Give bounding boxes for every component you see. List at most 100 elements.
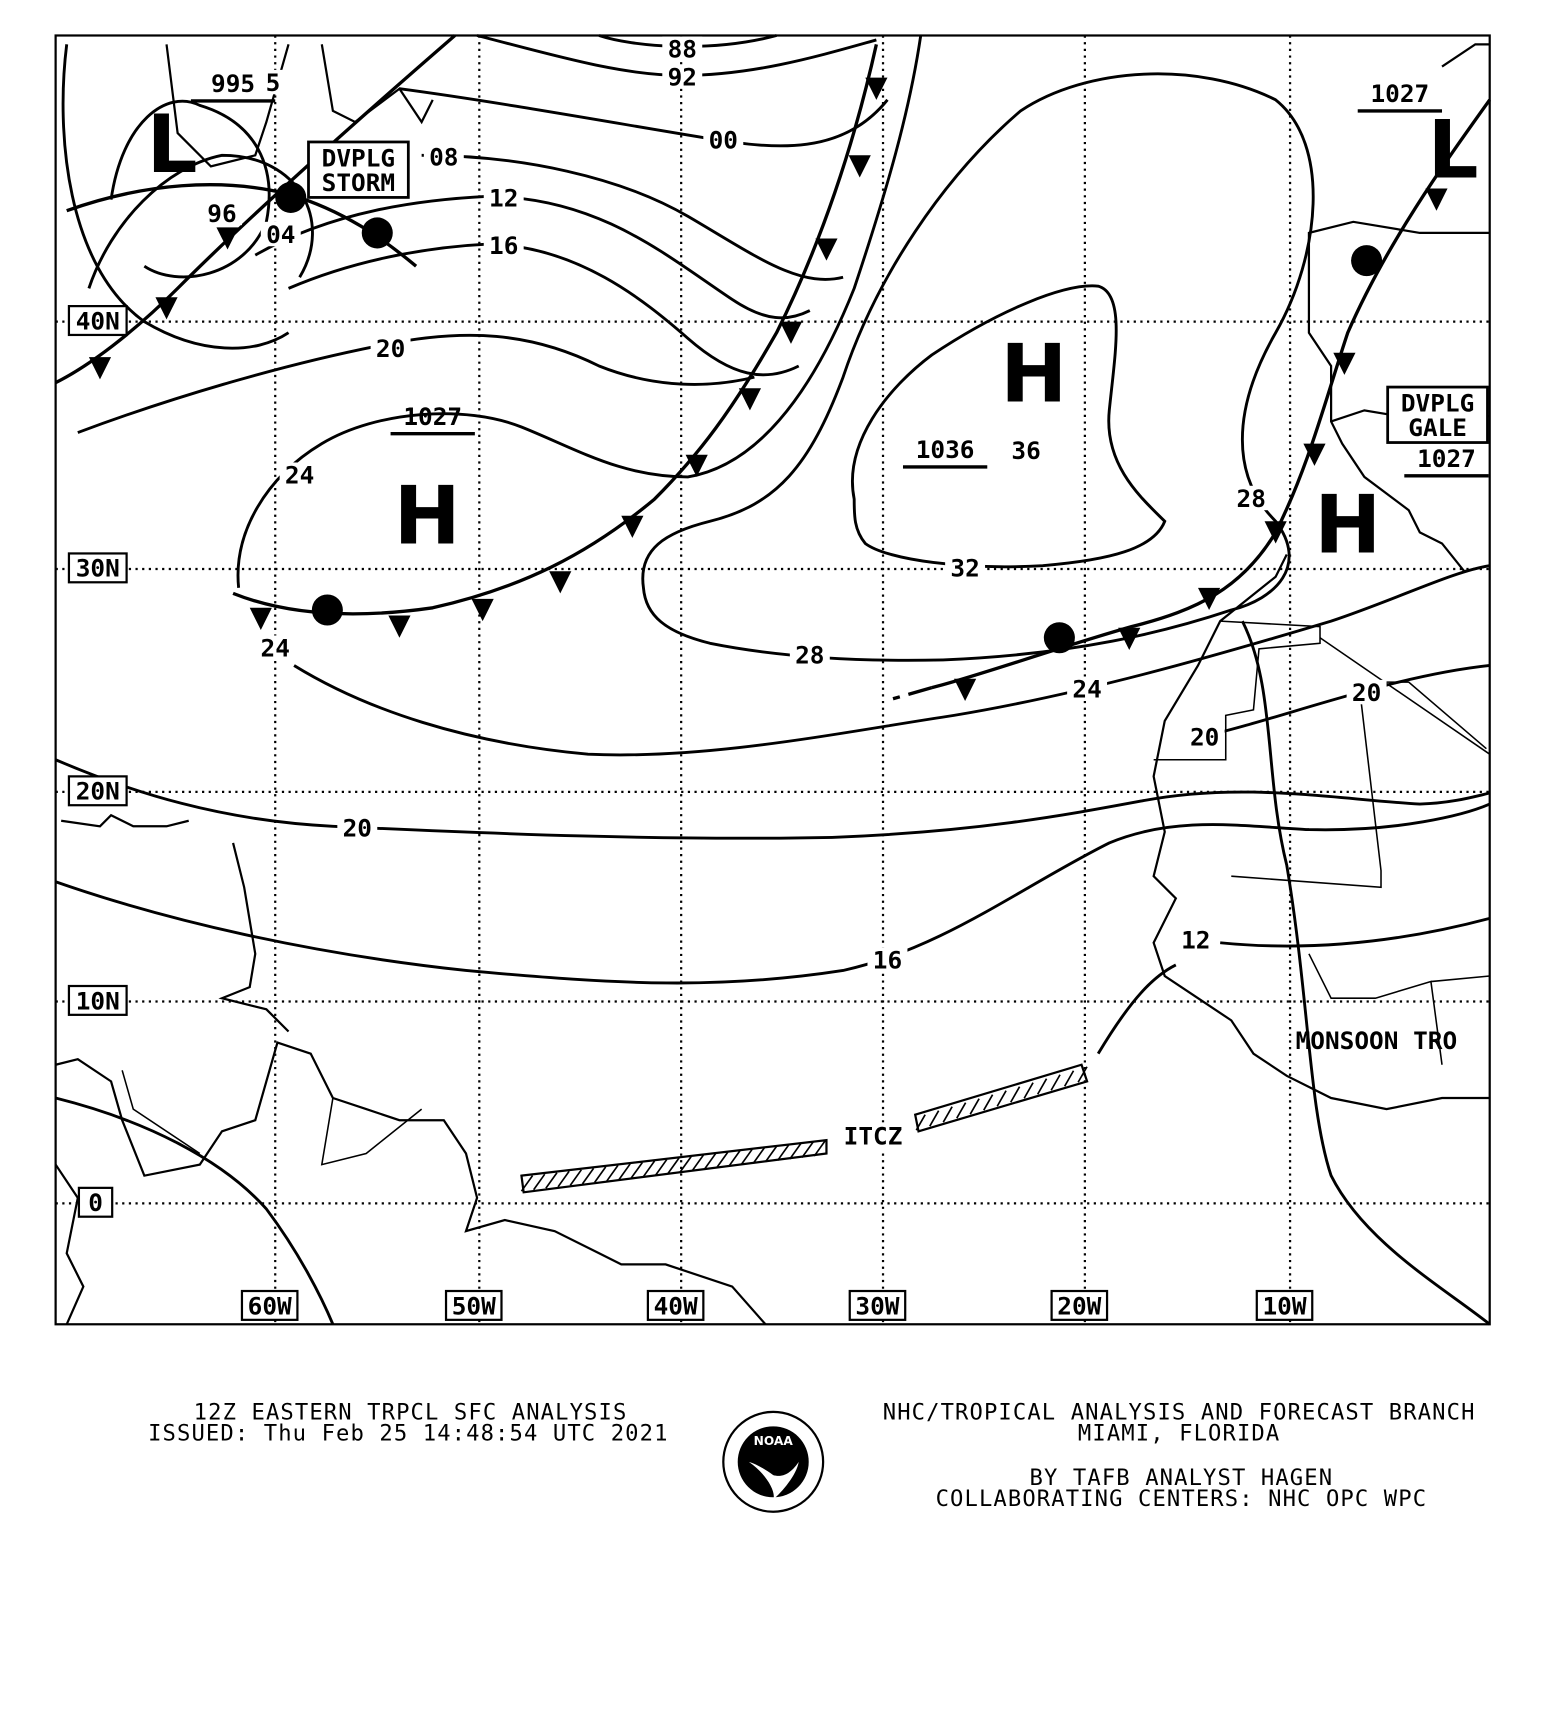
cold-front-triangle xyxy=(865,77,888,100)
longitude-label: 30W xyxy=(848,1289,907,1321)
coastlines xyxy=(54,43,1490,1326)
center-symbol: H xyxy=(1000,327,1067,420)
cold-front-triangle xyxy=(848,155,871,178)
cold-front-triangle xyxy=(1303,443,1326,466)
cold-front-triangle xyxy=(549,571,572,594)
isobar-label: 96 xyxy=(207,199,236,228)
footer: 12Z EASTERN TRPCL SFC ANALYSIS ISSUED: T… xyxy=(148,1400,1476,1513)
isobar-label: 88 xyxy=(668,35,697,64)
longitude-label: 20W xyxy=(1050,1289,1109,1321)
longitude-label-text: 60W xyxy=(248,1291,292,1320)
isobar-label: 32 xyxy=(950,554,979,583)
longitude-label: 50W xyxy=(444,1289,503,1321)
isobar-label: 24 xyxy=(285,461,314,490)
center-symbol: H xyxy=(1314,478,1381,571)
issued-time: ISSUED: Thu Feb 25 14:48:54 UTC 2021 xyxy=(148,1421,668,1447)
isobar-label: 20 xyxy=(343,813,372,842)
cold-front-triangle xyxy=(216,227,239,250)
cold-front-triangle xyxy=(1425,188,1448,211)
center-pressure: 1027 xyxy=(1417,444,1476,473)
cold-front-triangle xyxy=(815,238,838,261)
collaborating-centers: COLLABORATING CENTERS: NHC OPC WPC xyxy=(936,1486,1428,1512)
pressure-center-high: H 1036 xyxy=(902,327,1067,469)
cold-front-triangle xyxy=(88,357,112,380)
agency: NHC/TROPICAL ANALYSIS AND FORECAST BRANC… xyxy=(883,1400,1476,1426)
cold-front-triangle xyxy=(738,388,762,411)
latitude-label: 10N xyxy=(67,984,128,1016)
cold-front-triangle xyxy=(1118,627,1141,650)
latitude-label-text: 20N xyxy=(76,777,120,806)
cold-front-triangle xyxy=(779,321,803,344)
longitude-label-text: 30W xyxy=(855,1291,899,1320)
isobar-label: 28 xyxy=(795,640,824,669)
cold-front-central xyxy=(232,44,878,616)
fronts xyxy=(54,34,1492,701)
pressure-center-high: H 1027 xyxy=(1314,444,1489,571)
cold-front-triangle xyxy=(1333,352,1356,375)
center-pressure: 1027 xyxy=(1370,79,1429,108)
cold-front-triangle xyxy=(1264,521,1287,544)
lat-lon-grid xyxy=(55,35,1490,1325)
isobar-label: 5 xyxy=(266,68,281,97)
latitude-label-text: 10N xyxy=(76,986,120,1015)
longitude-label-text: 10W xyxy=(1262,1291,1306,1320)
itcz-band xyxy=(520,1063,1089,1194)
isobar-label: 20 xyxy=(376,334,405,363)
location: MIAMI, FLORIDA xyxy=(1078,1421,1280,1447)
warm-front-semicircle xyxy=(275,181,307,213)
latitude-label: 40N xyxy=(67,305,128,337)
cold-front-triangle xyxy=(155,297,178,320)
isobar-label: 24 xyxy=(1072,675,1101,704)
warning-line1: DVPLG xyxy=(322,143,395,172)
center-pressure: 995 xyxy=(211,69,255,98)
isobar-label: 16 xyxy=(873,945,902,974)
latitude-label: 0 xyxy=(77,1186,114,1218)
cold-front-triangle xyxy=(685,454,708,477)
warning-line2: STORM xyxy=(322,168,395,197)
longitude-label: 40W xyxy=(646,1289,705,1321)
monsoon-trough-label: MONSOON TRO xyxy=(1296,1026,1458,1055)
isobar-label: 04 xyxy=(266,220,295,249)
isobar-label: 00 xyxy=(709,126,738,155)
warm-front-semicircle xyxy=(361,217,393,249)
latitude-label-text: 0 xyxy=(88,1188,103,1217)
latitude-label-text: 40N xyxy=(76,306,120,335)
longitude-label-text: 20W xyxy=(1057,1291,1101,1320)
warning-line1: DVPLG xyxy=(1401,388,1474,417)
isobar-label: 36 xyxy=(1011,436,1040,465)
isobar-label: 28 xyxy=(1237,484,1266,513)
latitude-label: 30N xyxy=(67,552,128,584)
longitude-label-text: 40W xyxy=(654,1291,698,1320)
center-symbol: H xyxy=(394,469,461,562)
cold-front-triangle xyxy=(471,598,494,622)
cold-front-triangle xyxy=(621,515,644,538)
longitude-label: 10W xyxy=(1255,1289,1314,1321)
center-symbol: L xyxy=(147,98,198,191)
warm-front-semicircle xyxy=(1351,245,1383,277)
warm-front-semicircle xyxy=(1043,622,1075,654)
cold-front-triangle xyxy=(954,678,977,701)
cold-front-triangle xyxy=(388,615,411,638)
isobar-label: 24 xyxy=(261,634,290,663)
itcz-label: ITCZ xyxy=(844,1122,903,1151)
warm-front-semicircle xyxy=(311,594,343,626)
longitude-label: 60W xyxy=(240,1289,299,1321)
chart-title: 12Z EASTERN TRPCL SFC ANALYSIS xyxy=(194,1400,628,1426)
isobar-label: 92 xyxy=(668,62,697,91)
isobar-label: 20 xyxy=(1352,678,1381,707)
cold-front-northwest xyxy=(54,34,456,385)
cold-front-triangle xyxy=(249,607,272,630)
latitude-label: 20N xyxy=(67,775,128,807)
center-symbol: L xyxy=(1428,103,1479,196)
analyst: BY TAFB ANALYST HAGEN xyxy=(1030,1465,1334,1491)
isobar-label: 16 xyxy=(489,231,518,260)
cold-front-triangle xyxy=(1198,587,1221,611)
isobar-label: 12 xyxy=(489,183,518,212)
longitude-label-text: 50W xyxy=(452,1291,496,1320)
pressure-center-high: H 1027 xyxy=(390,402,475,562)
isobar-label: 20 xyxy=(1190,722,1219,751)
